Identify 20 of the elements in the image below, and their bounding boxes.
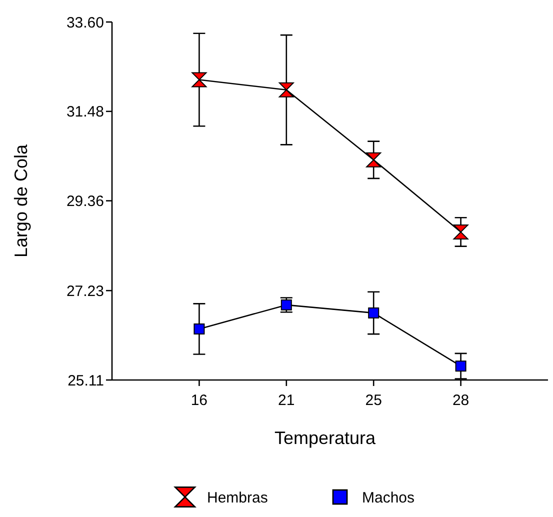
point: [453, 224, 468, 240]
x-tick-label: 28: [452, 392, 470, 409]
x-tick-label: 21: [278, 392, 295, 409]
point: [368, 307, 380, 318]
legend-label: Hembras: [207, 489, 268, 506]
y-tick-label: 31.48: [66, 104, 104, 121]
legend-label: Machos: [362, 489, 415, 506]
y-tick-label: 25.11: [68, 372, 104, 390]
y-tick-label: 33.60: [66, 14, 104, 32]
y-axis-title: Largo de Cola: [11, 143, 31, 258]
x-tick-label: 25: [365, 392, 382, 409]
x-axis-title: Temperatura: [274, 428, 377, 448]
point: [366, 152, 382, 168]
point: [455, 360, 466, 372]
x-tick-label: 16: [190, 392, 208, 409]
y-tick-label: 29.36: [66, 193, 104, 210]
point: [194, 323, 205, 334]
point: [192, 72, 207, 88]
point: [278, 82, 294, 98]
y-tick-label: 27.23: [66, 282, 104, 300]
